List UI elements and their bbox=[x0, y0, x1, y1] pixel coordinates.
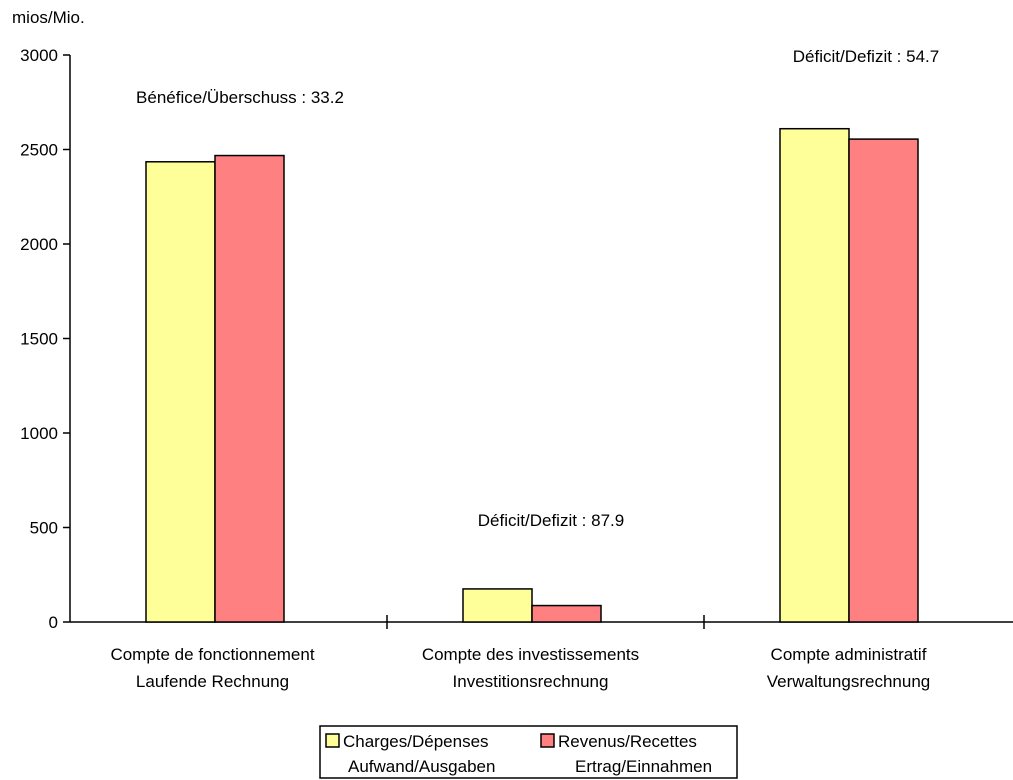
y-tick-label: 500 bbox=[30, 519, 58, 538]
bar-revenus-recettes bbox=[214, 154, 285, 623]
y-tick-label: 2500 bbox=[20, 141, 58, 160]
legend-box bbox=[319, 725, 738, 779]
y-tick-label: 2000 bbox=[20, 235, 58, 254]
y-tick-label: 1000 bbox=[20, 424, 58, 443]
legend-swatch-revenus bbox=[540, 733, 555, 748]
y-tick-label: 3000 bbox=[20, 46, 58, 65]
legend-label: Ertrag/Einnahmen bbox=[575, 757, 712, 776]
bar-charges-depenses bbox=[462, 588, 533, 623]
y-tick-label: 1500 bbox=[20, 330, 58, 349]
bar-charges-depenses bbox=[145, 161, 216, 623]
category-labels: Compte de fonctionnement Laufende Rechnun… bbox=[110, 645, 930, 691]
bar-charges-depenses bbox=[779, 127, 850, 623]
y-tick-label: 0 bbox=[49, 613, 58, 632]
legend-label: Revenus/Recettes bbox=[558, 732, 697, 751]
y-axis: 0 500 1000 1500 2000 2500 3000 bbox=[20, 46, 71, 632]
annotation-label: Déficit/Defizit : 54.7 bbox=[793, 47, 939, 66]
annotations: Bénéfice/Überschuss : 33.2 Déficit/Defizi… bbox=[136, 47, 939, 530]
unit-label: mios/Mio. bbox=[12, 8, 85, 27]
category-label: Compte de fonctionnement bbox=[110, 645, 314, 664]
legend-swatch-charges bbox=[325, 733, 340, 748]
legend-label: Charges/Dépenses bbox=[343, 732, 489, 751]
annotation-label: Bénéfice/Überschuss : 33.2 bbox=[136, 88, 344, 107]
category-label: Investitionsrechnung bbox=[453, 672, 609, 691]
legend: Charges/Dépenses Aufwand/Ausgaben Revenus/… bbox=[319, 725, 738, 779]
bar-revenus-recettes bbox=[531, 604, 602, 623]
legend-label: Aufwand/Ausgaben bbox=[348, 757, 495, 776]
category-label: Compte administratif bbox=[771, 645, 927, 664]
category-label: Laufende Rechnung bbox=[136, 672, 289, 691]
category-label: Compte des investissements bbox=[422, 645, 639, 664]
category-label: Verwaltungsrechnung bbox=[767, 672, 931, 691]
bars bbox=[145, 127, 919, 623]
annotation-label: Déficit/Defizit : 87.9 bbox=[478, 511, 624, 530]
bar-revenus-recettes bbox=[848, 138, 919, 623]
